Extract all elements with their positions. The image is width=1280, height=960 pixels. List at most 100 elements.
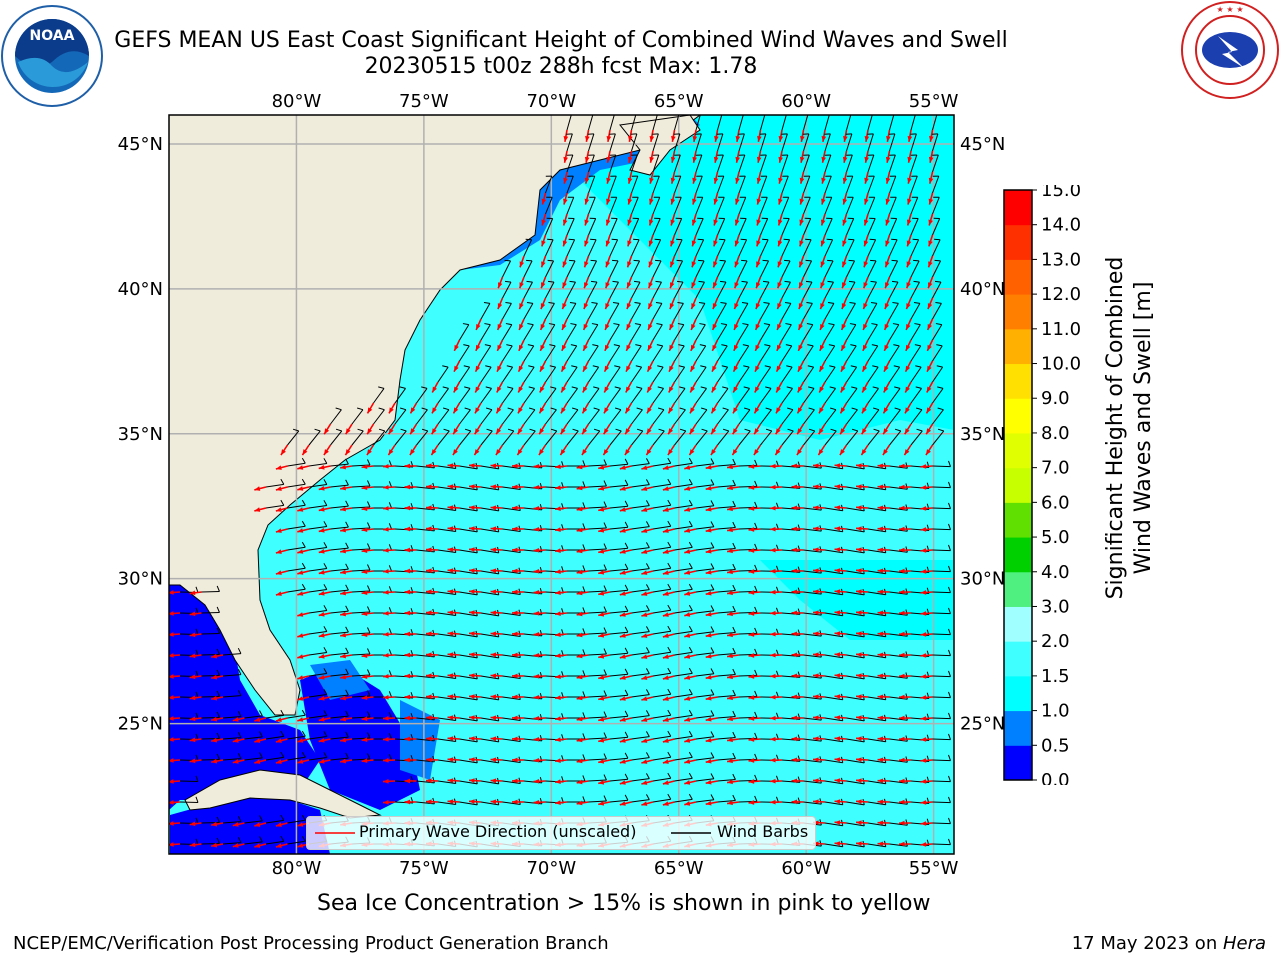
wave-direction-arrow xyxy=(798,276,805,289)
wave-direction-arrow xyxy=(705,527,718,533)
wave-direction-arrow xyxy=(668,381,676,393)
wave-direction-arrow xyxy=(560,381,568,393)
wave-direction-arrow xyxy=(254,759,267,764)
wind-barb xyxy=(717,794,736,803)
wave-direction-arrow xyxy=(726,464,740,470)
wave-direction-arrow xyxy=(361,548,374,553)
wave-direction-arrow xyxy=(756,234,762,247)
wind-barb xyxy=(781,238,791,257)
wave-direction-arrow xyxy=(662,465,675,470)
wind-barb xyxy=(695,500,715,509)
wind-barb xyxy=(480,323,491,341)
wave-direction-arrow xyxy=(684,507,697,512)
wave-direction-arrow xyxy=(705,632,718,638)
wave-direction-arrow xyxy=(560,423,568,435)
wind-barb xyxy=(867,344,879,362)
wave-direction-arrow xyxy=(684,633,697,638)
wave-direction-arrow xyxy=(169,716,181,721)
wind-barb xyxy=(803,301,813,320)
colorbar-segment xyxy=(1004,190,1032,226)
wave-direction-arrow xyxy=(563,129,569,142)
wave-direction-arrow xyxy=(834,715,847,720)
wave-direction-arrow xyxy=(169,695,181,700)
wave-direction-arrow xyxy=(920,569,933,574)
wave-direction-arrow xyxy=(726,716,740,722)
wave-direction-arrow xyxy=(684,696,697,701)
wave-direction-arrow xyxy=(425,673,439,679)
wave-direction-arrow xyxy=(318,465,331,470)
wind-barb xyxy=(652,583,672,593)
wind-barb xyxy=(674,541,693,551)
wave-direction-arrow xyxy=(898,673,912,679)
wave-direction-arrow xyxy=(726,527,740,533)
wave-direction-arrow xyxy=(425,715,439,721)
wind-barb xyxy=(265,499,285,509)
colorbar-tick-label: 7.0 xyxy=(1041,458,1070,479)
wave-direction-arrow xyxy=(538,402,547,414)
wind-barb xyxy=(674,344,685,362)
wave-direction-arrow xyxy=(361,653,374,658)
wind-barb xyxy=(480,386,492,404)
wave-direction-arrow xyxy=(726,569,740,575)
wind-barb xyxy=(781,280,791,299)
wind-barb xyxy=(566,523,586,530)
colorbar-tick-label: 9.0 xyxy=(1041,388,1070,409)
wave-direction-arrow xyxy=(533,589,546,595)
wind-barb xyxy=(588,543,607,551)
wave-direction-arrow xyxy=(340,548,353,554)
wind-barb xyxy=(287,814,306,824)
wind-barb xyxy=(330,500,349,509)
wave-direction-arrow xyxy=(684,612,697,617)
wave-direction-arrow xyxy=(382,694,396,700)
wave-direction-arrow xyxy=(582,318,590,331)
wave-direction-arrow xyxy=(468,757,482,762)
wave-direction-arrow xyxy=(169,779,181,784)
wind-barb xyxy=(889,196,897,215)
wave-direction-arrow xyxy=(855,484,869,489)
wave-direction-arrow xyxy=(898,463,912,469)
wave-direction-arrow xyxy=(834,820,847,825)
wave-direction-arrow xyxy=(928,213,934,226)
wave-direction-arrow xyxy=(748,758,761,763)
wind-barb xyxy=(545,196,553,215)
wave-direction-arrow xyxy=(769,673,783,679)
wave-direction-arrow xyxy=(905,297,912,310)
wave-direction-arrow xyxy=(769,505,783,511)
wave-direction-arrow xyxy=(820,255,826,268)
wave-direction-arrow xyxy=(361,506,374,511)
wind-barb xyxy=(201,627,220,635)
wave-direction-arrow xyxy=(533,484,546,490)
wind-barb xyxy=(846,428,859,446)
wind-barb xyxy=(566,154,574,173)
wind-barb xyxy=(846,365,858,383)
wind-barb xyxy=(545,259,554,278)
wave-direction-arrow xyxy=(447,484,460,489)
wind-barb xyxy=(652,625,672,635)
wind-barb xyxy=(287,457,306,467)
wind-barb xyxy=(695,626,715,635)
wave-direction-arrow xyxy=(559,444,568,456)
wind-barb xyxy=(588,732,607,740)
wind-barb xyxy=(910,238,920,257)
wave-direction-arrow xyxy=(490,778,503,784)
wave-direction-arrow xyxy=(361,569,374,574)
wave-direction-arrow xyxy=(254,843,267,848)
wind-barb xyxy=(674,730,693,740)
wave-direction-arrow xyxy=(885,234,891,247)
wave-direction-arrow xyxy=(539,360,547,373)
wave-direction-arrow xyxy=(169,758,181,763)
wind-barb xyxy=(695,521,715,530)
wind-barb xyxy=(803,344,814,362)
wind-barb xyxy=(502,428,515,446)
wind-barb xyxy=(824,196,833,215)
wind-barb xyxy=(588,606,607,614)
wave-direction-arrow xyxy=(598,737,611,743)
wave-direction-arrow xyxy=(712,276,719,289)
wind-barb xyxy=(738,428,751,446)
wave-direction-arrow xyxy=(842,192,848,205)
wave-direction-arrow xyxy=(834,673,847,678)
wave-direction-arrow xyxy=(598,716,611,722)
wind-barb xyxy=(717,626,736,635)
wave-direction-arrow xyxy=(627,213,633,226)
wave-direction-arrow xyxy=(841,297,848,310)
